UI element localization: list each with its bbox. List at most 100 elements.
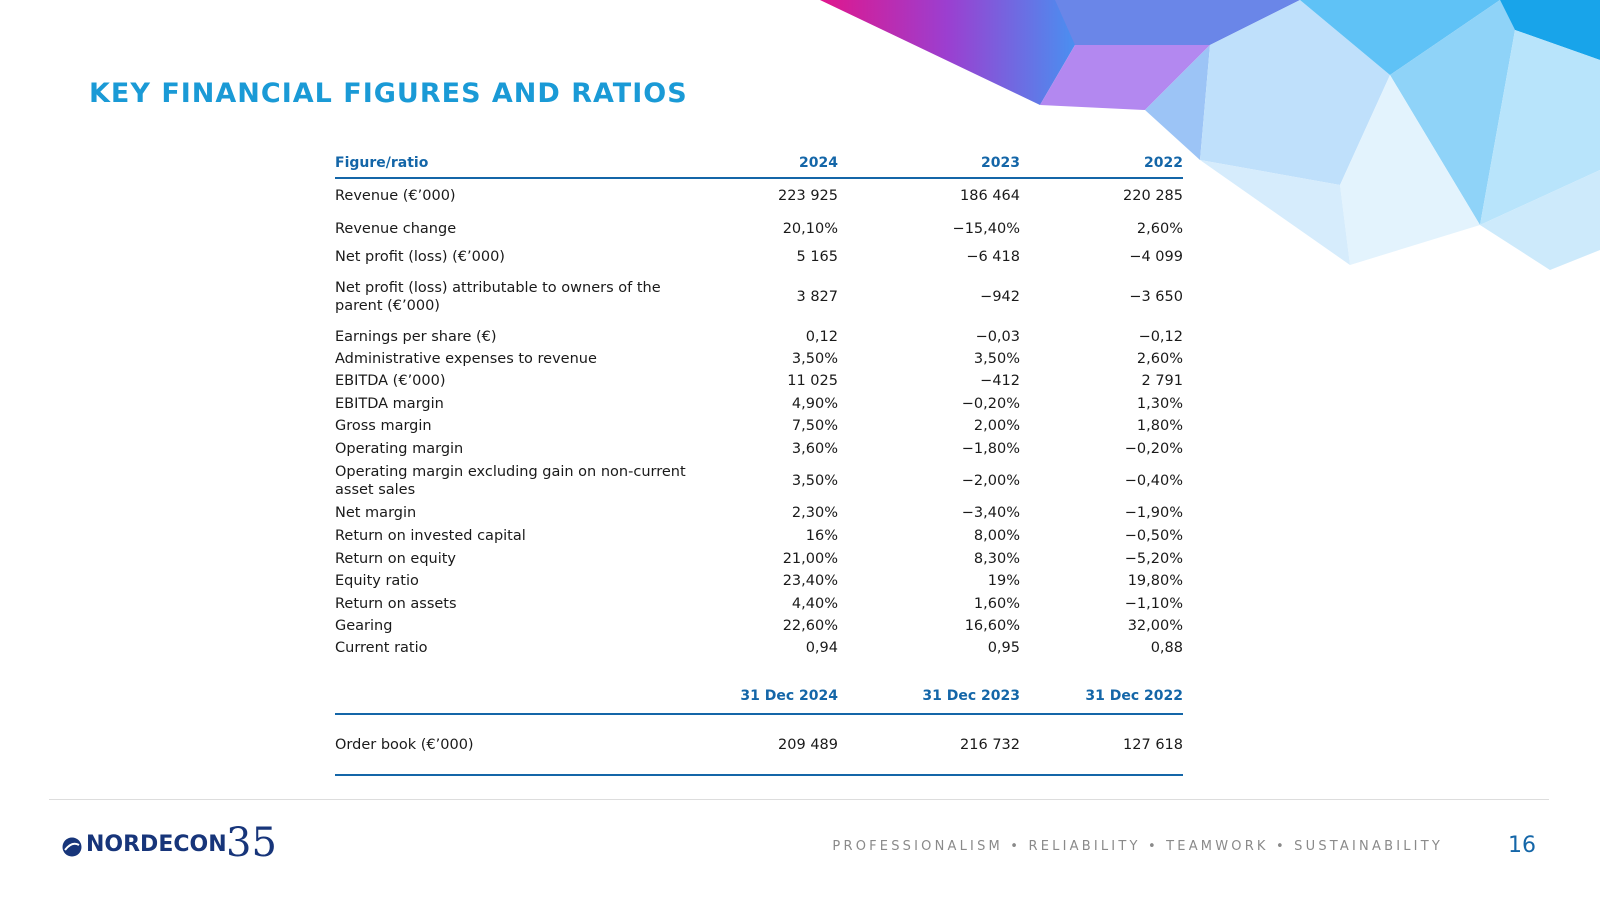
cell: 16%	[805, 528, 838, 544]
cell: −3 650	[1129, 289, 1183, 305]
cell: 3,50%	[791, 351, 838, 367]
table-row: Gross margin 7,50% 2,00% 1,80%	[335, 416, 1183, 436]
cell: −412	[980, 373, 1020, 389]
cell: 2,00%	[973, 418, 1020, 434]
cell: 220 285	[1123, 188, 1183, 204]
cell: −1,10%	[1124, 596, 1183, 612]
header-cell: 31 Dec 2023	[922, 688, 1020, 704]
cell: 3,50%	[791, 473, 838, 489]
header-rule	[335, 177, 1183, 179]
cell: −1,90%	[1124, 505, 1183, 521]
cell: 1,30%	[1136, 396, 1183, 412]
row-label: Operating margin excluding gain on non-c…	[335, 464, 686, 498]
cell: 16,60%	[964, 618, 1020, 634]
row-label: Operating margin	[335, 441, 464, 457]
cell: −0,20%	[961, 396, 1020, 412]
cell: −3,40%	[961, 505, 1020, 521]
header-rule	[335, 713, 1183, 715]
row-label: Equity ratio	[335, 573, 419, 589]
tagline: PROFESSIONALISM • RELIABILITY • TEAMWORK…	[832, 839, 1443, 854]
cell: 19,80%	[1127, 573, 1183, 589]
cell: 2,30%	[791, 505, 838, 521]
row-label: Return on assets	[335, 596, 457, 612]
cell: 8,00%	[973, 528, 1020, 544]
cell: 21,00%	[782, 551, 838, 567]
cell: −1,80%	[961, 441, 1020, 457]
cell: 4,90%	[791, 396, 838, 412]
table-row: Earnings per share (€) 0,12 −0,03 −0,12	[335, 327, 1183, 347]
cell: 1,60%	[973, 596, 1020, 612]
cell: −15,40%	[952, 221, 1020, 237]
table-row: Revenue (€’000) 223 925 186 464 220 285	[335, 186, 1183, 206]
cell: 0,88	[1150, 640, 1183, 656]
cell: 23,40%	[782, 573, 838, 589]
table-row: Administrative expenses to revenue 3,50% 3…	[335, 349, 1183, 369]
logo: NORDECON	[86, 832, 227, 857]
cell: 0,12	[805, 329, 838, 345]
row-label: Return on invested capital	[335, 528, 526, 544]
footer-rule	[49, 799, 1549, 800]
cell: 2,60%	[1136, 351, 1183, 367]
cell: −0,50%	[1124, 528, 1183, 544]
title: KEY FINANCIAL FIGURES AND RATIOS	[89, 78, 688, 109]
cell: 186 464	[960, 188, 1020, 204]
table-row: Gearing 22,60% 16,60% 32,00%	[335, 616, 1183, 636]
cell: 216 732	[960, 737, 1020, 753]
table-row: Current ratio 0,94 0,95 0,88	[335, 638, 1183, 658]
logo-number: 35	[226, 820, 277, 866]
cell: −0,12	[1138, 329, 1183, 345]
cell: 0,94	[805, 640, 838, 656]
row-label: EBITDA (€’000)	[335, 373, 446, 389]
table-row: Operating margin 3,60% −1,80% −0,20%	[335, 439, 1183, 459]
header-cell: 31 Dec 2024	[740, 688, 838, 704]
table-row: Equity ratio 23,40% 19% 19,80%	[335, 571, 1183, 591]
page-number: 16	[1508, 833, 1536, 858]
cell: 1,80%	[1136, 418, 1183, 434]
table-row: Net profit (loss) (€’000) 5 165 −6 418 −4 0…	[335, 247, 1183, 267]
row-label: Net profit (loss) attributable to owners…	[335, 280, 661, 314]
cell: −5,20%	[1124, 551, 1183, 567]
row-label: Revenue change	[335, 221, 457, 237]
cell: −2,00%	[961, 473, 1020, 489]
cell: 127 618	[1123, 737, 1183, 753]
row-label: Revenue (€’000)	[335, 188, 456, 204]
row-label: Return on equity	[335, 551, 457, 567]
table-row: Return on invested capital 16% 8,00% −0,50%	[335, 526, 1183, 546]
cell: 209 489	[778, 737, 838, 753]
header-cell: 2023	[981, 155, 1020, 171]
cell: 0,95	[987, 640, 1020, 656]
logo-icon	[62, 837, 82, 857]
cell: −6 418	[966, 249, 1020, 265]
table-row: Order book (€’000) 209 489 216 732 127 618	[335, 736, 1183, 754]
cell: −0,20%	[1124, 441, 1183, 457]
cell: 20,10%	[782, 221, 838, 237]
table-row: Operating margin excluding gain on non-c…	[335, 464, 1183, 498]
cell: 3,50%	[973, 351, 1020, 367]
table-row: Return on assets 4,40% 1,60% −1,10%	[335, 594, 1183, 614]
row-label: Order book (€’000)	[335, 737, 474, 753]
table-header: Figure/ratio 2024 2023 2022	[335, 154, 1183, 172]
table-row: EBITDA margin 4,90% −0,20% 1,30%	[335, 394, 1183, 414]
header-cell: 2022	[1144, 155, 1183, 171]
row-label: Gearing	[335, 618, 393, 634]
cell: 32,00%	[1127, 618, 1183, 634]
cell: 3 827	[796, 289, 838, 305]
table-row: Net margin 2,30% −3,40% −1,90%	[335, 503, 1183, 523]
header-cell: 2024	[799, 155, 838, 171]
table-row: Return on equity 21,00% 8,30% −5,20%	[335, 549, 1183, 569]
cell: −0,40%	[1124, 473, 1183, 489]
cell: −4 099	[1129, 249, 1183, 265]
cell: 223 925	[778, 188, 838, 204]
header-cell: Figure/ratio	[335, 155, 429, 171]
cell: 19%	[987, 573, 1020, 589]
row-label: Gross margin	[335, 418, 432, 434]
table-row: Revenue change 20,10% −15,40% 2,60%	[335, 219, 1183, 239]
row-label: Earnings per share (€)	[335, 329, 497, 345]
cell: 3,60%	[791, 441, 838, 457]
row-label: Administrative expenses to revenue	[335, 351, 597, 367]
table-row: EBITDA (€’000) 11 025 −412 2 791	[335, 371, 1183, 391]
cell: 5 165	[796, 249, 838, 265]
header-cell: 31 Dec 2022	[1085, 688, 1183, 704]
cell: −0,03	[975, 329, 1020, 345]
